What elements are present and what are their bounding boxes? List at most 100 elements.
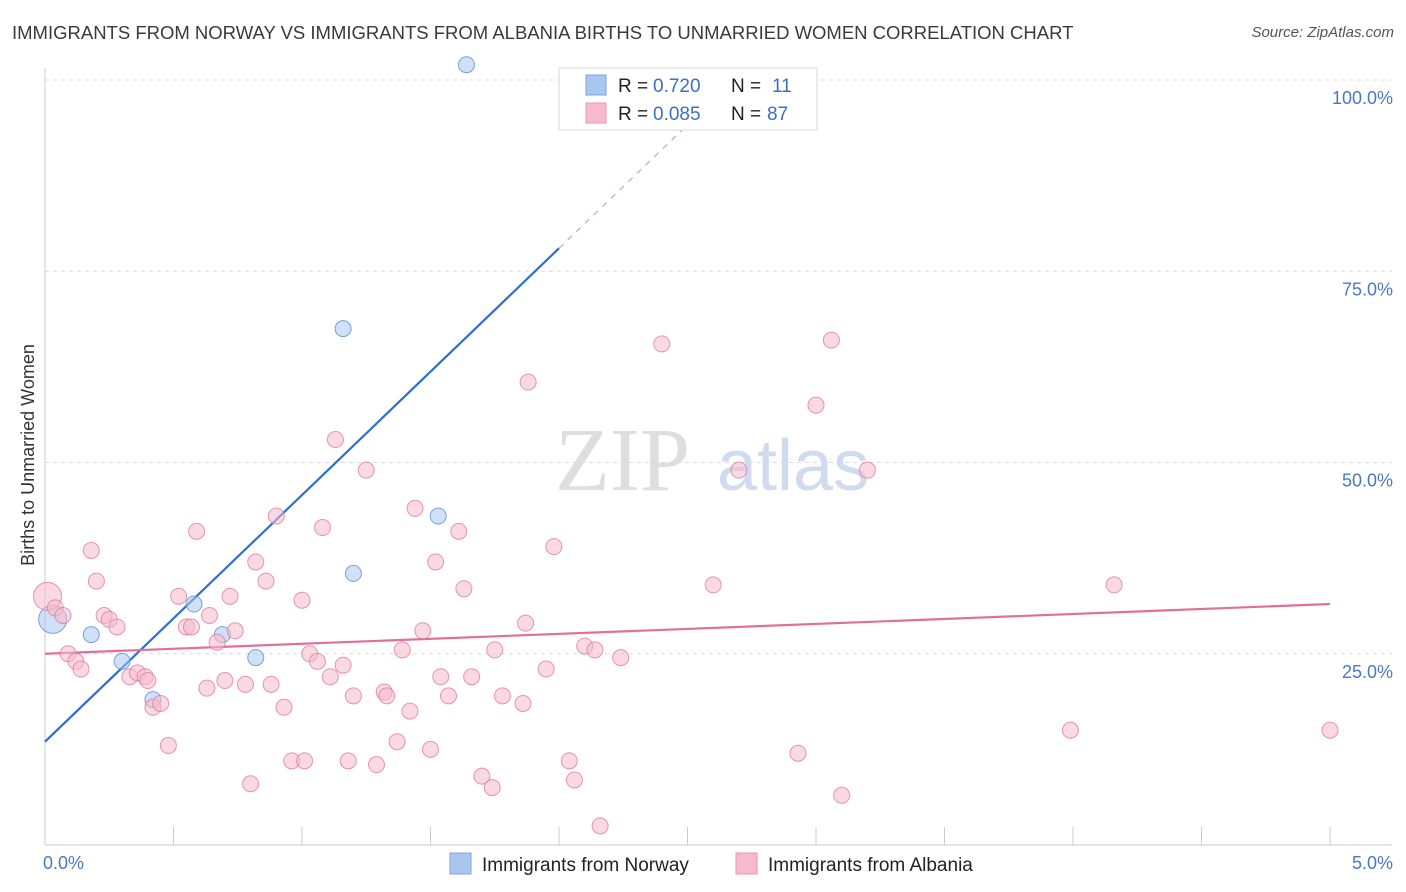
point-norway <box>344 564 362 582</box>
point-albania <box>188 522 206 540</box>
point-albania <box>537 660 555 678</box>
chart-title: IMMIGRANTS FROM NORWAY VS IMMIGRANTS FRO… <box>12 22 1074 43</box>
trend-lines <box>44 75 1331 743</box>
point-albania <box>308 652 326 670</box>
axes <box>44 68 1392 846</box>
point-albania <box>730 461 748 479</box>
point-albania <box>432 668 450 686</box>
point-albania <box>483 779 501 797</box>
tick-labels: 25.0% 50.0% 75.0% 100.0% 0.0% 5.0% <box>43 88 1393 873</box>
point-albania <box>267 507 285 525</box>
watermark: ZIP atlas <box>555 411 869 510</box>
point-albania <box>545 538 563 556</box>
y-tick-label: 75.0% <box>1342 279 1393 299</box>
point-albania <box>560 752 578 770</box>
point-norway <box>82 626 100 644</box>
point-albania <box>208 633 226 651</box>
legend-swatch-albania <box>585 102 607 124</box>
point-albania <box>833 786 851 804</box>
point-albania <box>414 622 432 640</box>
y-tick-label: 25.0% <box>1342 662 1393 682</box>
point-albania <box>357 461 375 479</box>
point-albania <box>293 591 311 609</box>
point-albania <box>519 373 537 391</box>
point-albania <box>170 587 188 605</box>
point-albania <box>87 572 105 590</box>
point-albania <box>858 461 876 479</box>
point-albania <box>401 702 419 720</box>
point-albania <box>344 687 362 705</box>
point-albania <box>455 580 473 598</box>
legend: R = 0.720 N = 11 R = 0.085 N = 87 <box>558 67 818 131</box>
point-albania <box>339 752 357 770</box>
point-albania <box>406 499 424 517</box>
point-albania <box>275 698 293 716</box>
point-albania <box>822 331 840 349</box>
point-albania <box>807 396 825 414</box>
point-norway <box>429 507 447 525</box>
legend-r-albania: 0.085 <box>653 104 701 125</box>
legend-r-norway: 0.720 <box>653 76 701 97</box>
point-albania <box>247 553 265 571</box>
point-albania <box>242 775 260 793</box>
y-axis-label: Births to Unmarried Women <box>18 344 38 566</box>
x-tick-label-start: 0.0% <box>43 853 84 873</box>
watermark-zip: ZIP <box>555 411 690 510</box>
x-tick-label-end: 5.0% <box>1352 853 1393 873</box>
bottom-legend-swatch-albania <box>735 852 758 875</box>
point-albania <box>54 607 72 624</box>
point-albania <box>72 660 90 678</box>
point-albania <box>198 679 216 697</box>
point-albania <box>216 672 234 690</box>
point-albania <box>514 694 532 712</box>
legend-r-label-albania: R = <box>618 104 648 125</box>
point-albania <box>586 641 604 659</box>
point-albania <box>182 618 200 636</box>
point-albania <box>1321 721 1339 739</box>
point-albania <box>704 576 722 594</box>
legend-n-norway: 11 <box>772 76 792 97</box>
point-albania <box>388 733 406 751</box>
point-albania <box>108 618 126 636</box>
point-albania <box>378 687 396 705</box>
legend-n-label-norway: N = <box>731 76 761 97</box>
point-albania <box>612 649 630 667</box>
trend-line-norway <box>44 247 560 743</box>
point-albania <box>463 668 481 686</box>
point-albania <box>393 641 411 659</box>
point-albania <box>314 519 332 537</box>
legend-swatch-norway <box>585 74 607 96</box>
bottom-legend: Immigrants from Norway Immigrants from A… <box>449 852 973 876</box>
grid-lines <box>45 79 1392 655</box>
y-tick-label: 50.0% <box>1342 471 1393 491</box>
point-albania <box>152 694 170 712</box>
point-albania <box>591 817 609 835</box>
point-albania <box>236 675 254 693</box>
point-albania <box>493 687 511 705</box>
point-albania <box>517 614 535 632</box>
point-albania <box>139 672 157 690</box>
point-albania <box>789 744 807 762</box>
point-norway <box>113 652 131 670</box>
point-albania <box>565 771 583 789</box>
point-norway <box>185 595 203 613</box>
point-albania <box>450 522 468 540</box>
legend-n-albania: 87 <box>767 104 788 125</box>
point-albania <box>427 553 445 571</box>
bottom-legend-albania: Immigrants from Albania <box>768 855 973 876</box>
point-albania <box>473 767 491 785</box>
point-norway <box>457 56 475 74</box>
point-albania <box>1061 721 1079 739</box>
point-albania <box>82 541 100 559</box>
point-albania <box>262 675 280 693</box>
point-albania <box>439 687 457 705</box>
point-albania <box>486 641 504 659</box>
point-albania <box>226 622 244 640</box>
point-albania <box>221 587 239 605</box>
point-norway <box>247 649 265 667</box>
point-albania <box>326 431 344 449</box>
point-albania <box>257 572 275 590</box>
y-tick-label: 100.0% <box>1332 88 1393 108</box>
legend-n-label-albania: N = <box>731 104 761 125</box>
